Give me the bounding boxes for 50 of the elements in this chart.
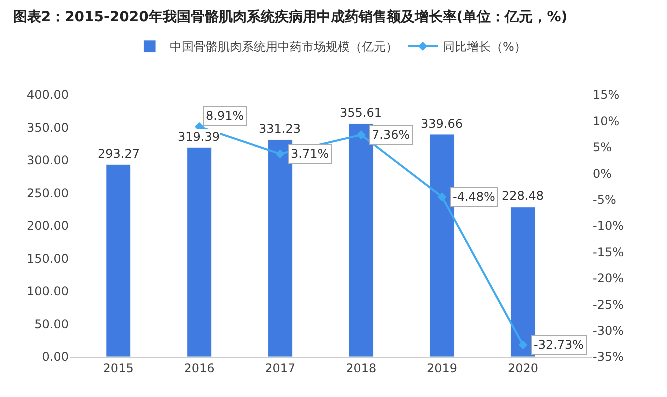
y2-tick-label: -10% [593,219,624,234]
data-label: 293.27 [98,147,140,161]
x-tick-label: 2020 [508,361,538,376]
bar [348,124,374,357]
data-label: 3.71% [291,147,330,161]
y-tick-label: 50.00 [34,317,69,332]
bar [510,207,536,357]
data-label: 7.36% [372,128,410,142]
y2-tick-label: 15% [593,88,620,102]
y2-tick-label: 10% [593,114,620,128]
y-tick-label: 400.00 [27,88,69,102]
y-tick-label: 150.00 [27,252,69,266]
legend-label: 同比增长（%） [443,40,526,54]
data-label: 355.61 [340,106,382,120]
y-tick-label: 200.00 [27,219,69,234]
y-tick-label: 350.00 [27,120,69,135]
y-tick-label: 0.00 [42,350,69,364]
y-tick-label: 250.00 [27,186,69,200]
chart-title: 图表2：2015-2020年我国骨骼肌肉系统疾病用中成药销售额及增长率(单位：亿元，%) [13,8,568,26]
bar [106,164,131,357]
bar [187,148,212,357]
x-tick-label: 2017 [265,361,296,376]
bar [430,134,455,357]
x-tick-label: 2019 [427,361,458,376]
x-tick-label: 2018 [346,361,377,376]
point [356,130,366,140]
y2-tick-label: -15% [593,245,624,260]
data-label: 228.48 [502,189,544,203]
y2-tick-label: 5% [593,140,612,155]
y2-tick-label: 0% [593,166,612,181]
bar [268,140,293,357]
y2-tick-label: -5% [593,193,616,207]
point [438,192,447,202]
data-label: -32.73% [534,338,584,352]
point [276,150,285,159]
x-tick-label: 2016 [184,361,215,376]
data-label: 331.23 [259,122,301,136]
data-label: 319.39 [178,130,220,144]
y2-tick-label: -20% [593,272,624,286]
y2-tick-label: -30% [593,324,624,338]
data-label: 8.91% [206,109,244,123]
data-label: 339.66 [421,117,463,131]
y2-tick-label: -25% [593,298,624,312]
x-tick-label: 2015 [103,361,134,376]
y2-tick-label: -35% [593,350,624,364]
y-tick-label: 100.00 [27,284,69,299]
data-label: -4.48% [453,190,496,204]
y-tick-label: 300.00 [27,154,69,168]
point [518,340,528,350]
legend-label: 中国骨骼肌肉系统用中药市场规模（亿元） [170,40,398,54]
